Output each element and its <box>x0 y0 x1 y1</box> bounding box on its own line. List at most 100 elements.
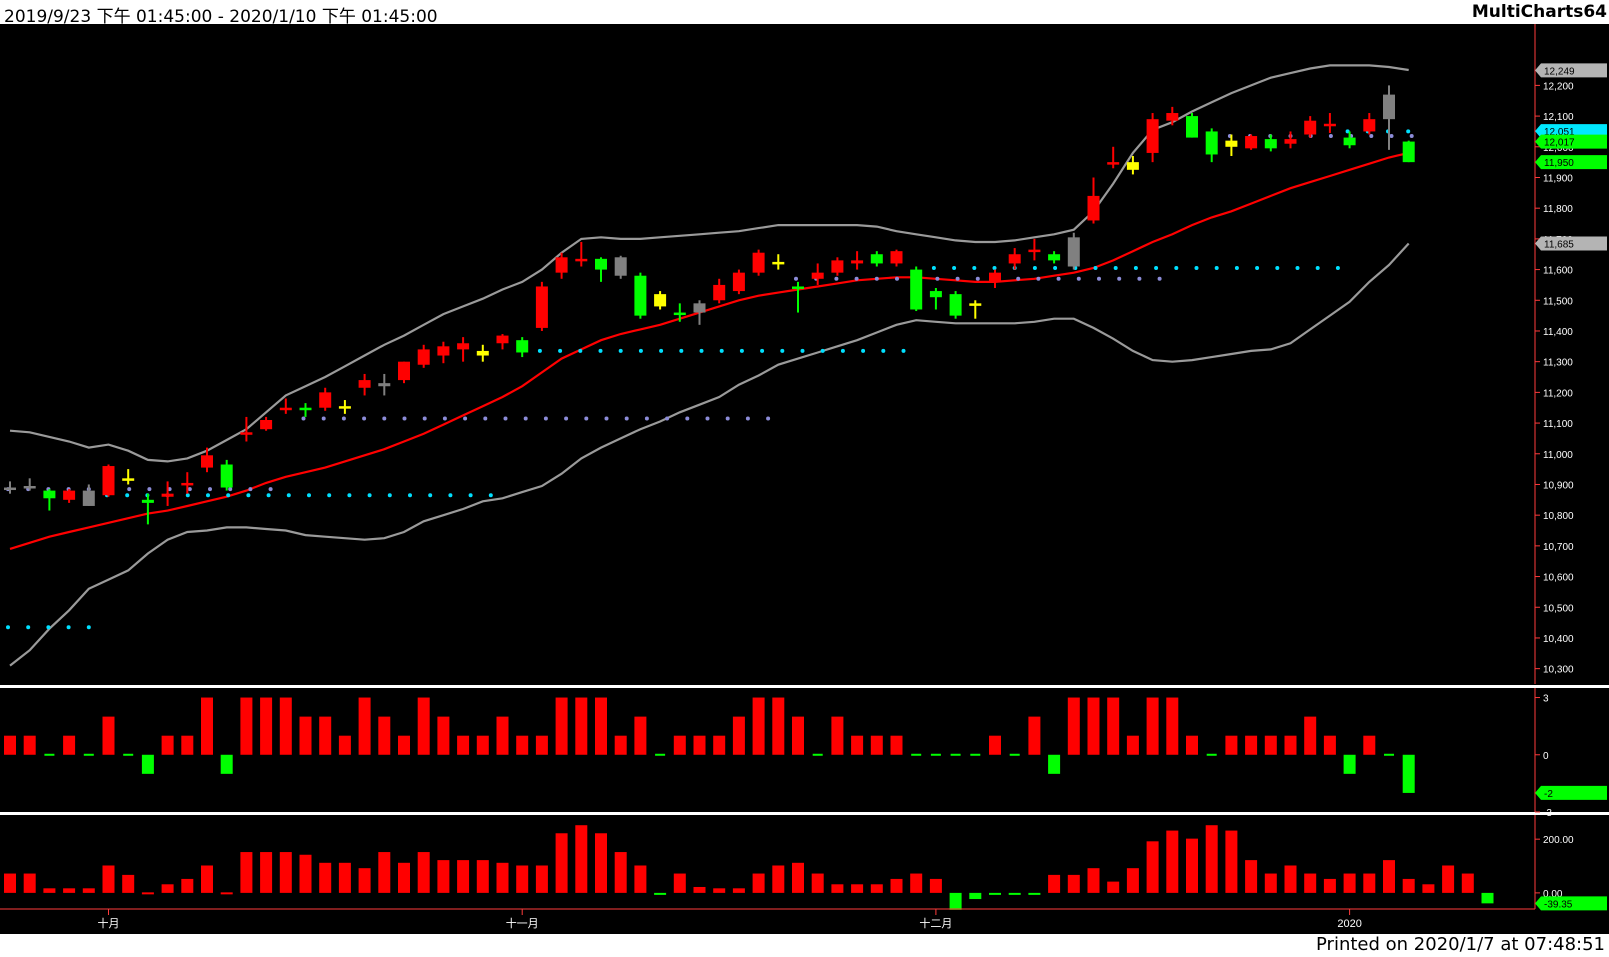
histogram-bar <box>713 888 726 893</box>
violet-level-dot <box>1328 134 1333 138</box>
cyan-level-dot <box>1194 266 1199 270</box>
histogram-bar <box>338 862 351 893</box>
cyan-level-dot <box>840 348 845 353</box>
candle-body <box>772 261 785 265</box>
histogram-bar <box>496 716 509 755</box>
cyan-level-dot <box>699 348 704 353</box>
cyan-level-dot <box>286 493 291 498</box>
cyan-level-dot <box>367 493 372 498</box>
histogram-bar <box>4 735 16 755</box>
candle <box>1402 140 1415 163</box>
cyan-level-dot <box>780 348 785 353</box>
violet-level-dot <box>745 416 750 421</box>
histogram-bar <box>23 735 36 755</box>
candle-body <box>417 349 430 365</box>
price-tick-label: 10,400 <box>1543 634 1574 645</box>
candle <box>260 416 273 431</box>
price-tick-label: 10,800 <box>1543 511 1574 522</box>
candle <box>1363 113 1376 135</box>
cyan-level-dot <box>1113 266 1118 270</box>
volume-oscillator-panel[interactable]: 200.00 0.00-39.35 <box>4 815 1607 911</box>
price-tick-label: 11,600 <box>1543 266 1573 277</box>
price-marker <box>1535 155 1607 170</box>
histogram-bar <box>1323 735 1336 755</box>
candle <box>831 257 844 276</box>
cyan-level-dot <box>558 348 563 353</box>
violet-level-dot <box>1409 134 1414 138</box>
chart-area[interactable]: 12,20012,10012,00011,90011,80011,70011,6… <box>0 24 1609 934</box>
price-tick-label: 10,700 <box>1543 542 1574 553</box>
candle <box>437 341 450 364</box>
candle <box>1304 116 1317 138</box>
histogram-bar <box>870 884 883 893</box>
histogram-bar <box>772 865 785 893</box>
candle-body <box>1323 123 1336 127</box>
candle <box>201 447 213 473</box>
histogram-bar <box>792 716 804 755</box>
histogram-bar <box>378 852 391 893</box>
candle-body <box>1363 119 1376 132</box>
histogram-bar <box>851 735 864 755</box>
violet-level-dot <box>794 276 798 281</box>
histogram-bar <box>1009 753 1020 756</box>
histogram-bar <box>1087 697 1100 755</box>
violet-level-dot <box>604 416 609 421</box>
cyan-level-dot <box>428 493 433 498</box>
candle <box>713 278 726 304</box>
histogram-bar <box>516 735 529 755</box>
violet-level-dot <box>127 487 132 492</box>
cyan-level-dot <box>638 348 643 353</box>
cyan-level-dot <box>739 348 744 353</box>
cyan-level-dot <box>1133 266 1138 270</box>
histogram-bar <box>870 735 883 755</box>
candle <box>1067 232 1080 270</box>
histogram-bar <box>1284 735 1297 755</box>
histogram-bar <box>1245 735 1258 755</box>
cyan-level-dot <box>206 493 210 498</box>
histogram-bar <box>378 716 391 755</box>
price-panel[interactable]: 12,20012,10012,00011,90011,80011,70011,6… <box>0 24 1609 815</box>
histogram-bar <box>1402 754 1415 793</box>
candle <box>752 249 765 276</box>
candle-body <box>476 350 489 356</box>
candle-body <box>1028 249 1041 253</box>
candle-body <box>1067 237 1080 267</box>
cyan-level-dot <box>1275 266 1280 270</box>
candle <box>1146 113 1159 163</box>
violet-level-dot <box>564 416 569 421</box>
candle-body <box>1008 254 1021 264</box>
candle-body <box>63 490 76 500</box>
histogram-bar <box>1363 873 1376 893</box>
histogram-bar <box>970 753 981 756</box>
histogram-bar <box>1048 754 1061 774</box>
histogram-bar <box>713 735 726 755</box>
candle-body <box>161 493 174 497</box>
histogram-bar <box>752 697 765 755</box>
histogram-bar <box>1166 830 1179 893</box>
violet-level-dot <box>895 276 899 281</box>
histogram-bar <box>181 735 194 755</box>
candle-body <box>122 478 135 481</box>
candle-body <box>457 343 470 350</box>
candle-body <box>595 258 607 270</box>
candle <box>1048 251 1061 264</box>
candle-body <box>1383 94 1395 120</box>
cyan-level-dot <box>618 348 623 353</box>
histogram-bar <box>595 833 607 893</box>
histogram-bar <box>476 735 489 755</box>
price-marker-label: 11,950 <box>1544 158 1574 169</box>
cyan-level-dot <box>800 348 805 353</box>
cyan-level-dot <box>327 493 332 498</box>
violet-level-dot <box>584 416 589 421</box>
histogram-bar <box>1343 873 1356 893</box>
momentum-histogram-panel[interactable]: 3 0 -3 -2 <box>4 688 1607 819</box>
indicator-tick-label: 0.00 <box>1543 889 1563 900</box>
indicator-tick-label: 0 <box>1543 751 1549 762</box>
panel-separator <box>0 685 1609 688</box>
violet-level-dot <box>975 276 980 281</box>
histogram-bar <box>1402 878 1415 893</box>
histogram-bar <box>1186 838 1198 893</box>
violet-level-dot <box>1137 276 1142 281</box>
candle <box>1166 106 1179 126</box>
histogram-bar <box>1304 873 1317 893</box>
